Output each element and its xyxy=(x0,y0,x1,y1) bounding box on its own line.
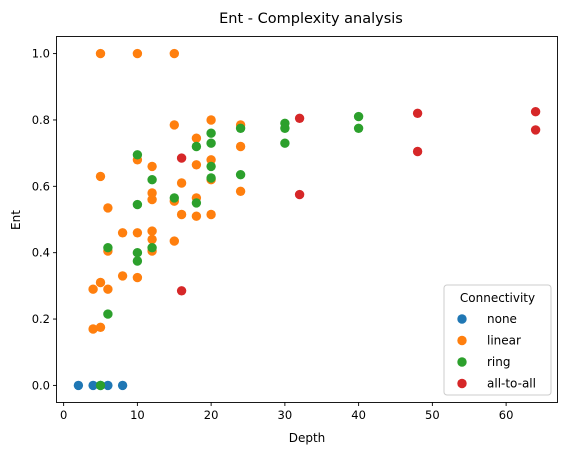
data-point-linear xyxy=(132,228,143,238)
legend-label-none: none xyxy=(487,312,517,326)
data-point-linear xyxy=(132,272,143,283)
x-tick-label: 40 xyxy=(351,408,366,422)
data-point-none xyxy=(73,380,84,391)
data-point-linear xyxy=(103,284,113,294)
data-point-ring xyxy=(147,243,157,253)
data-point-linear xyxy=(95,322,106,332)
data-point-linear xyxy=(147,188,157,198)
x-axis: 0 10 20 30 40 50 60 xyxy=(60,402,513,422)
data-point-ring xyxy=(206,128,216,138)
data-point-all-to-all xyxy=(176,153,187,163)
legend: Connectivity none linear ring all-to-all xyxy=(443,284,552,396)
data-point-ring xyxy=(353,111,364,122)
data-point-linear xyxy=(88,284,98,294)
data-point-linear xyxy=(117,271,128,281)
data-point-linear xyxy=(103,203,113,213)
data-point-ring xyxy=(191,141,202,152)
data-point-all-to-all xyxy=(294,113,305,124)
data-point-linear xyxy=(176,178,187,188)
data-point-ring xyxy=(206,138,216,148)
data-point-none xyxy=(88,380,98,391)
y-axis: 0.0 0.2 0.4 0.6 0.8 1.0 xyxy=(32,47,57,392)
data-point-all-to-all xyxy=(530,107,541,117)
legend-marker-none xyxy=(457,314,467,324)
data-point-linear xyxy=(147,161,157,172)
data-point-ring xyxy=(235,123,246,133)
x-tick-label: 0 xyxy=(60,408,67,422)
data-point-linear xyxy=(117,228,128,238)
x-tick-label: 30 xyxy=(278,408,293,422)
data-point-ring xyxy=(103,243,113,253)
x-axis-label: Depth xyxy=(289,431,326,445)
x-tick-label: 10 xyxy=(130,408,145,422)
data-point-linear xyxy=(95,48,106,59)
data-point-all-to-all xyxy=(412,146,423,157)
data-point-linear xyxy=(191,160,202,170)
data-point-linear xyxy=(235,186,246,196)
data-point-linear xyxy=(191,133,202,143)
y-tick-label: 0.2 xyxy=(32,312,50,326)
legend-label-ring: ring xyxy=(487,355,511,369)
data-point-all-to-all xyxy=(530,125,541,135)
data-point-ring xyxy=(280,138,290,148)
plot-frame xyxy=(56,36,558,403)
legend-label-linear: linear xyxy=(487,334,521,348)
legend-marker-ring xyxy=(457,357,467,367)
data-point-linear xyxy=(95,171,106,182)
data-point-linear xyxy=(169,48,179,59)
data-point-ring xyxy=(132,256,143,266)
data-point-linear xyxy=(147,234,157,245)
data-point-linear xyxy=(206,115,216,125)
data-point-ring xyxy=(103,309,113,319)
data-point-ring xyxy=(206,161,216,172)
data-point-ring xyxy=(147,175,157,185)
y-axis-label: Ent xyxy=(9,210,23,230)
data-point-ring xyxy=(191,198,202,208)
data-point-ring xyxy=(132,150,143,160)
data-point-linear xyxy=(147,226,157,236)
data-point-linear xyxy=(235,141,246,152)
data-points xyxy=(73,48,541,391)
legend-box xyxy=(443,284,552,396)
data-point-linear xyxy=(132,48,143,59)
data-point-ring xyxy=(280,123,290,133)
data-point-linear xyxy=(176,209,187,220)
x-tick-label: 50 xyxy=(425,408,440,422)
y-tick-label: 0.0 xyxy=(32,378,50,392)
chart-title: Ent - Complexity analysis xyxy=(219,11,403,27)
x-tick-label: 20 xyxy=(204,408,219,422)
data-point-linear xyxy=(206,155,216,165)
data-point-linear xyxy=(95,277,106,288)
x-tick-label: 60 xyxy=(499,408,514,422)
y-tick-label: 1.0 xyxy=(32,47,50,61)
data-point-ring xyxy=(353,123,364,133)
data-point-none xyxy=(103,380,113,391)
legend-marker-all-to-all xyxy=(457,378,467,389)
data-point-linear xyxy=(147,194,157,205)
y-tick-label: 0.6 xyxy=(32,179,50,193)
legend-title: Connectivity xyxy=(460,291,535,305)
y-tick-label: 0.8 xyxy=(32,113,50,127)
data-point-ring xyxy=(95,380,106,391)
data-point-linear xyxy=(206,209,216,220)
data-point-ring xyxy=(206,173,216,183)
data-point-linear xyxy=(88,324,98,334)
data-point-ring xyxy=(169,193,179,203)
data-point-all-to-all xyxy=(176,286,187,296)
data-point-all-to-all xyxy=(412,108,423,119)
data-point-all-to-all xyxy=(294,189,305,200)
data-point-none xyxy=(117,380,128,391)
legend-label-all-to-all: all-to-all xyxy=(487,377,536,391)
data-point-ring xyxy=(132,199,143,210)
y-tick-label: 0.4 xyxy=(32,246,50,260)
data-point-linear xyxy=(169,120,179,130)
data-point-ring xyxy=(235,170,246,180)
legend-marker-linear xyxy=(457,335,467,346)
data-point-linear xyxy=(169,236,179,246)
data-point-linear xyxy=(191,211,202,221)
data-point-ring xyxy=(132,248,143,258)
